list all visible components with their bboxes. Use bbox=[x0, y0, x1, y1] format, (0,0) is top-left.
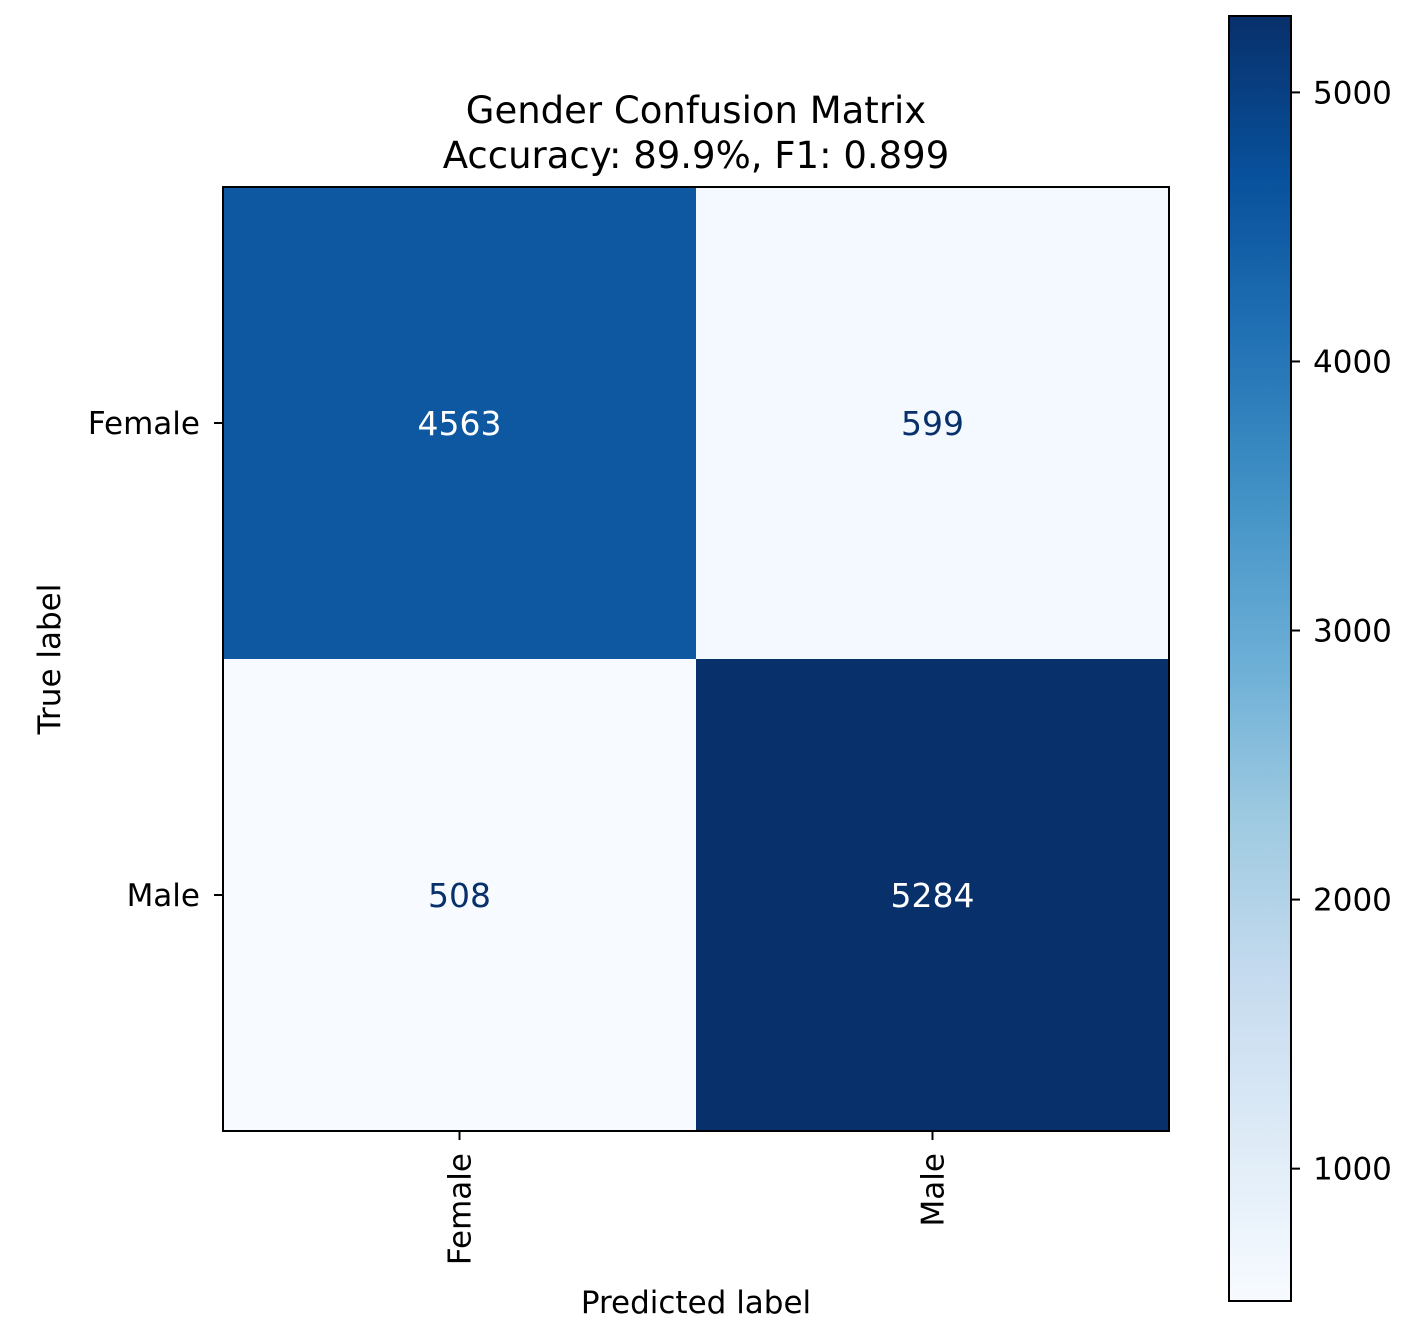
y-tick-label-0: Female bbox=[88, 406, 200, 442]
chart-title-line-1: Gender Confusion Matrix bbox=[466, 89, 926, 132]
colorbar-ticks: 1000 2000 3000 4000 5000 bbox=[1291, 75, 1392, 1188]
y-axis-label: True label bbox=[32, 584, 68, 736]
y-tick-label-1: Male bbox=[127, 878, 200, 914]
matrix-cell-value-r0-c1: 599 bbox=[901, 404, 964, 443]
colorbar-tick-label-0: 1000 bbox=[1313, 1152, 1392, 1188]
colorbar: 1000 2000 3000 4000 5000 bbox=[1228, 15, 1392, 1302]
matrix-cells bbox=[223, 187, 1169, 1131]
x-axis-ticks: Female Male bbox=[443, 1131, 952, 1265]
y-axis-ticks: Female Male bbox=[88, 406, 223, 914]
matrix-cell-value-r1-c1: 5284 bbox=[891, 876, 975, 915]
chart-title: Gender Confusion Matrix Accuracy: 89.9%,… bbox=[443, 89, 950, 177]
colorbar-gradient bbox=[1229, 16, 1291, 1301]
matrix-cell-r1-c1 bbox=[696, 659, 1169, 1131]
chart-title-line-2: Accuracy: 89.9%, F1: 0.899 bbox=[443, 134, 950, 177]
matrix-cell-r0-c0 bbox=[223, 187, 696, 659]
matrix-cell-r0-c1 bbox=[696, 187, 1169, 659]
colorbar-tick-label-3: 4000 bbox=[1313, 344, 1392, 380]
x-axis-label: Predicted label bbox=[581, 1285, 811, 1321]
matrix-cell-r1-c0 bbox=[223, 659, 696, 1131]
x-tick-label-0: Female bbox=[443, 1153, 479, 1265]
x-tick-label-1: Male bbox=[916, 1153, 952, 1226]
matrix-cell-value-r1-c0: 508 bbox=[428, 876, 491, 915]
matrix-cell-value-r0-c0: 4563 bbox=[418, 404, 502, 443]
colorbar-tick-label-2: 3000 bbox=[1313, 614, 1392, 650]
matrix-cell-labels: 4563 599 508 5284 bbox=[418, 404, 975, 915]
colorbar-frame bbox=[1228, 15, 1292, 1302]
colorbar-tick-label-1: 2000 bbox=[1313, 883, 1392, 919]
plot-frame bbox=[222, 186, 1170, 1132]
colorbar-tick-label-4: 5000 bbox=[1313, 75, 1392, 111]
